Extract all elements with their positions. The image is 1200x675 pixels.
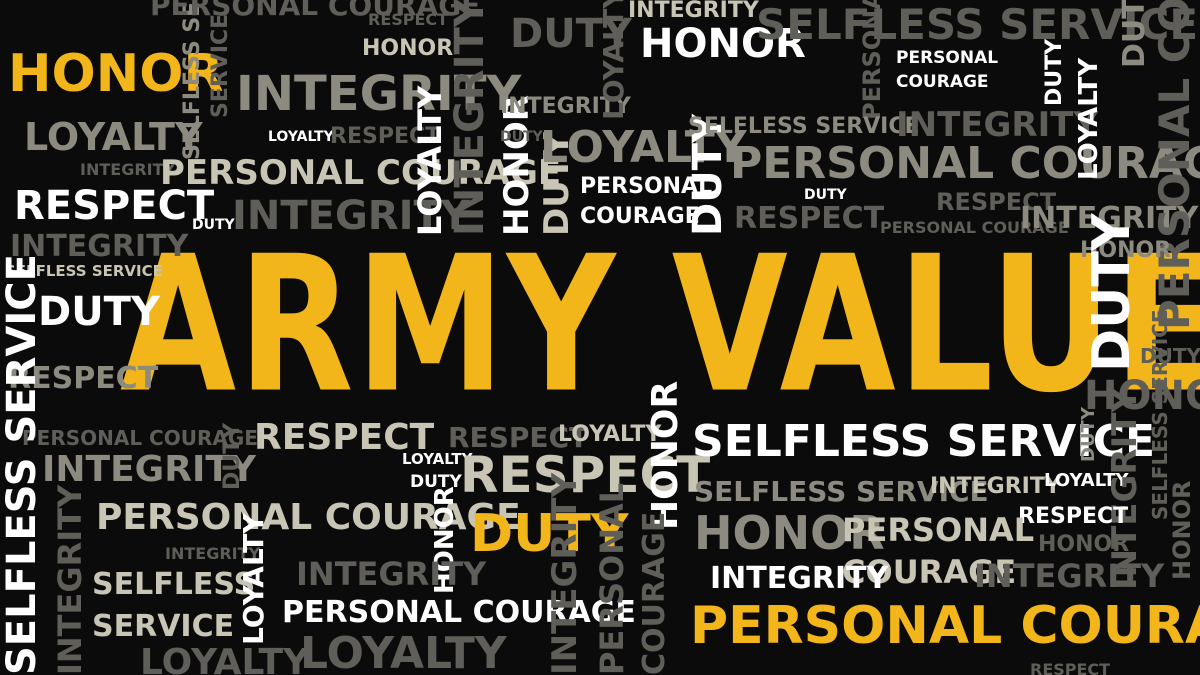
word-personal-courage: PERSONAL COURAGE <box>22 426 258 450</box>
word-selfless-service: SELFLESS SERVICE <box>692 416 1156 467</box>
word-loyalty: LOYALTY <box>140 642 310 675</box>
word-personal-courage: PERSONAL COURAGE <box>1150 0 1199 330</box>
word-honor: HONOR <box>8 44 224 104</box>
word-honor: HONOR <box>645 380 686 530</box>
word-personal-courage: PERSONAL COURAGE <box>282 595 636 630</box>
word-duty: DUTY <box>1117 0 1152 68</box>
word-integrity: INTEGRITY <box>10 229 189 264</box>
word-integrity: INTEGRITY <box>628 0 759 23</box>
main-title: ARMY VALUES <box>120 217 1200 435</box>
word-selfless-service: SELFLESS SERVICE <box>0 254 45 675</box>
word-duty: DUTY <box>1078 407 1099 462</box>
word-integrity: INTEGRITY <box>710 561 889 596</box>
word-respect: RESPECT <box>1018 504 1129 529</box>
word-personal-courage: PERSONAL COURAGE <box>880 218 1069 237</box>
word-selfless-service: SELFLESS SERVICE <box>180 0 205 160</box>
word-duty: DUTY <box>220 422 245 490</box>
word-personal-courage: PERSONAL COURAGE <box>160 153 562 193</box>
word-courage: COURAGE <box>842 553 1017 591</box>
word-respect: RESPECT <box>448 421 589 454</box>
word-respect: RESPECT <box>14 183 215 229</box>
word-selfless-service: SELFLESS SERVICE <box>5 262 163 280</box>
word-personal-courage: PERSONAL COURAGE <box>150 0 481 22</box>
word-personal-courage: PERSONAL COURAGE <box>96 497 521 538</box>
word-loyalty: LOYALTY <box>24 115 203 159</box>
word-loyalty: LOYALTY <box>402 450 473 468</box>
word-duty: DUTY <box>510 11 632 57</box>
word-integrity: INTEGRITY <box>447 0 493 236</box>
word-integrity: INTEGRITY <box>232 193 470 239</box>
word-duty: DUTY <box>804 187 847 203</box>
word-honor: HONOR <box>362 36 454 61</box>
word-respect: RESPECT <box>368 10 449 29</box>
word-personal: PERSONAL <box>580 174 713 199</box>
word-respect: RESPECT <box>460 446 711 504</box>
word-loyalty: LOYALTY <box>268 129 334 145</box>
word-respect: RESPECT <box>734 201 885 236</box>
word-loyalty: LOYALTY <box>597 0 630 120</box>
word-integrity: INTEGRITY <box>51 484 89 675</box>
word-service: SERVICE <box>92 609 235 644</box>
word-respect: RESPECT <box>1030 660 1111 675</box>
word-honor: HONOR <box>1084 373 1200 419</box>
word-loyalty: LOYALTY <box>411 85 449 236</box>
word-honor: HONOR <box>1038 532 1130 557</box>
word-honor: HONOR <box>640 21 806 67</box>
word-loyalty: LOYALTY <box>558 422 662 447</box>
word-honor: HONOR <box>694 506 885 560</box>
word-courage: COURAGE <box>580 204 700 229</box>
word-integrity: INTEGRITY <box>974 557 1165 595</box>
word-personal: PERSONAL <box>593 482 631 675</box>
word-loyalty: LOYALTY <box>237 513 270 646</box>
word-honor: HONOR <box>1080 238 1172 263</box>
word-personal: PERSONAL <box>896 48 999 68</box>
word-duty: DUTY <box>410 472 462 492</box>
word-personal-courage: PERSONAL COURAGE <box>690 596 1200 656</box>
word-integrity: INTEGRITY <box>296 555 487 593</box>
word-courage: COURAGE <box>896 72 989 92</box>
word-loyalty: LOYALTY <box>1044 470 1129 491</box>
word-selfless-service: SELFLESS SERVICE <box>756 0 1199 49</box>
word-courage: COURAGE <box>637 511 672 675</box>
word-loyalty: LOYALTY <box>300 628 507 675</box>
word-duty: DUTY <box>38 289 160 335</box>
word-service: SERVICE <box>208 13 233 118</box>
word-duty: DUTY <box>500 129 543 145</box>
word-integrity: INTEGRITY <box>1020 201 1199 236</box>
word-integrity: INTEGRITY <box>165 544 261 563</box>
word-duty: DUTY <box>1082 213 1142 372</box>
word-integrity: INTEGRITY <box>236 66 522 122</box>
word-respect: RESPECT <box>330 124 441 149</box>
word-duty: DUTY <box>470 504 629 564</box>
word-respect: RESPECT <box>254 417 435 458</box>
word-duty: DUTY <box>192 217 235 233</box>
word-selfless-service: SELFLESS SERVICE <box>1148 309 1172 520</box>
word-integrity: INTEGRITY <box>896 105 1099 145</box>
word-respect: RESPECT <box>936 188 1057 216</box>
word-loyalty: LOYALTY <box>1074 57 1104 180</box>
word-integrity: INTEGRITY <box>80 160 176 179</box>
word-selfless-service: SELFLESS SERVICE <box>688 114 920 139</box>
word-integrity: INTEGRITY <box>545 472 585 675</box>
word-selfless: SELFLESS <box>92 567 256 602</box>
word-respect: RESPECT <box>8 361 159 396</box>
word-selfless-service: SELFLESS SERVICE <box>694 475 989 508</box>
word-integrity: INTEGRITY <box>42 449 256 490</box>
word-personal: PERSONAL <box>842 511 1035 549</box>
word-integrity: INTEGRITY <box>500 94 631 119</box>
word-loyalty: LOYALTY <box>540 122 747 173</box>
word-honor: HONOR <box>1168 480 1196 580</box>
word-duty: DUTY <box>1140 344 1200 368</box>
word-personal-courage: PERSONAL COURAGE <box>730 138 1200 189</box>
word-duty: DUTY <box>1042 38 1067 106</box>
word-integrity: INTEGRITY <box>930 474 1061 499</box>
word-personal: PERSONAL <box>858 0 886 120</box>
